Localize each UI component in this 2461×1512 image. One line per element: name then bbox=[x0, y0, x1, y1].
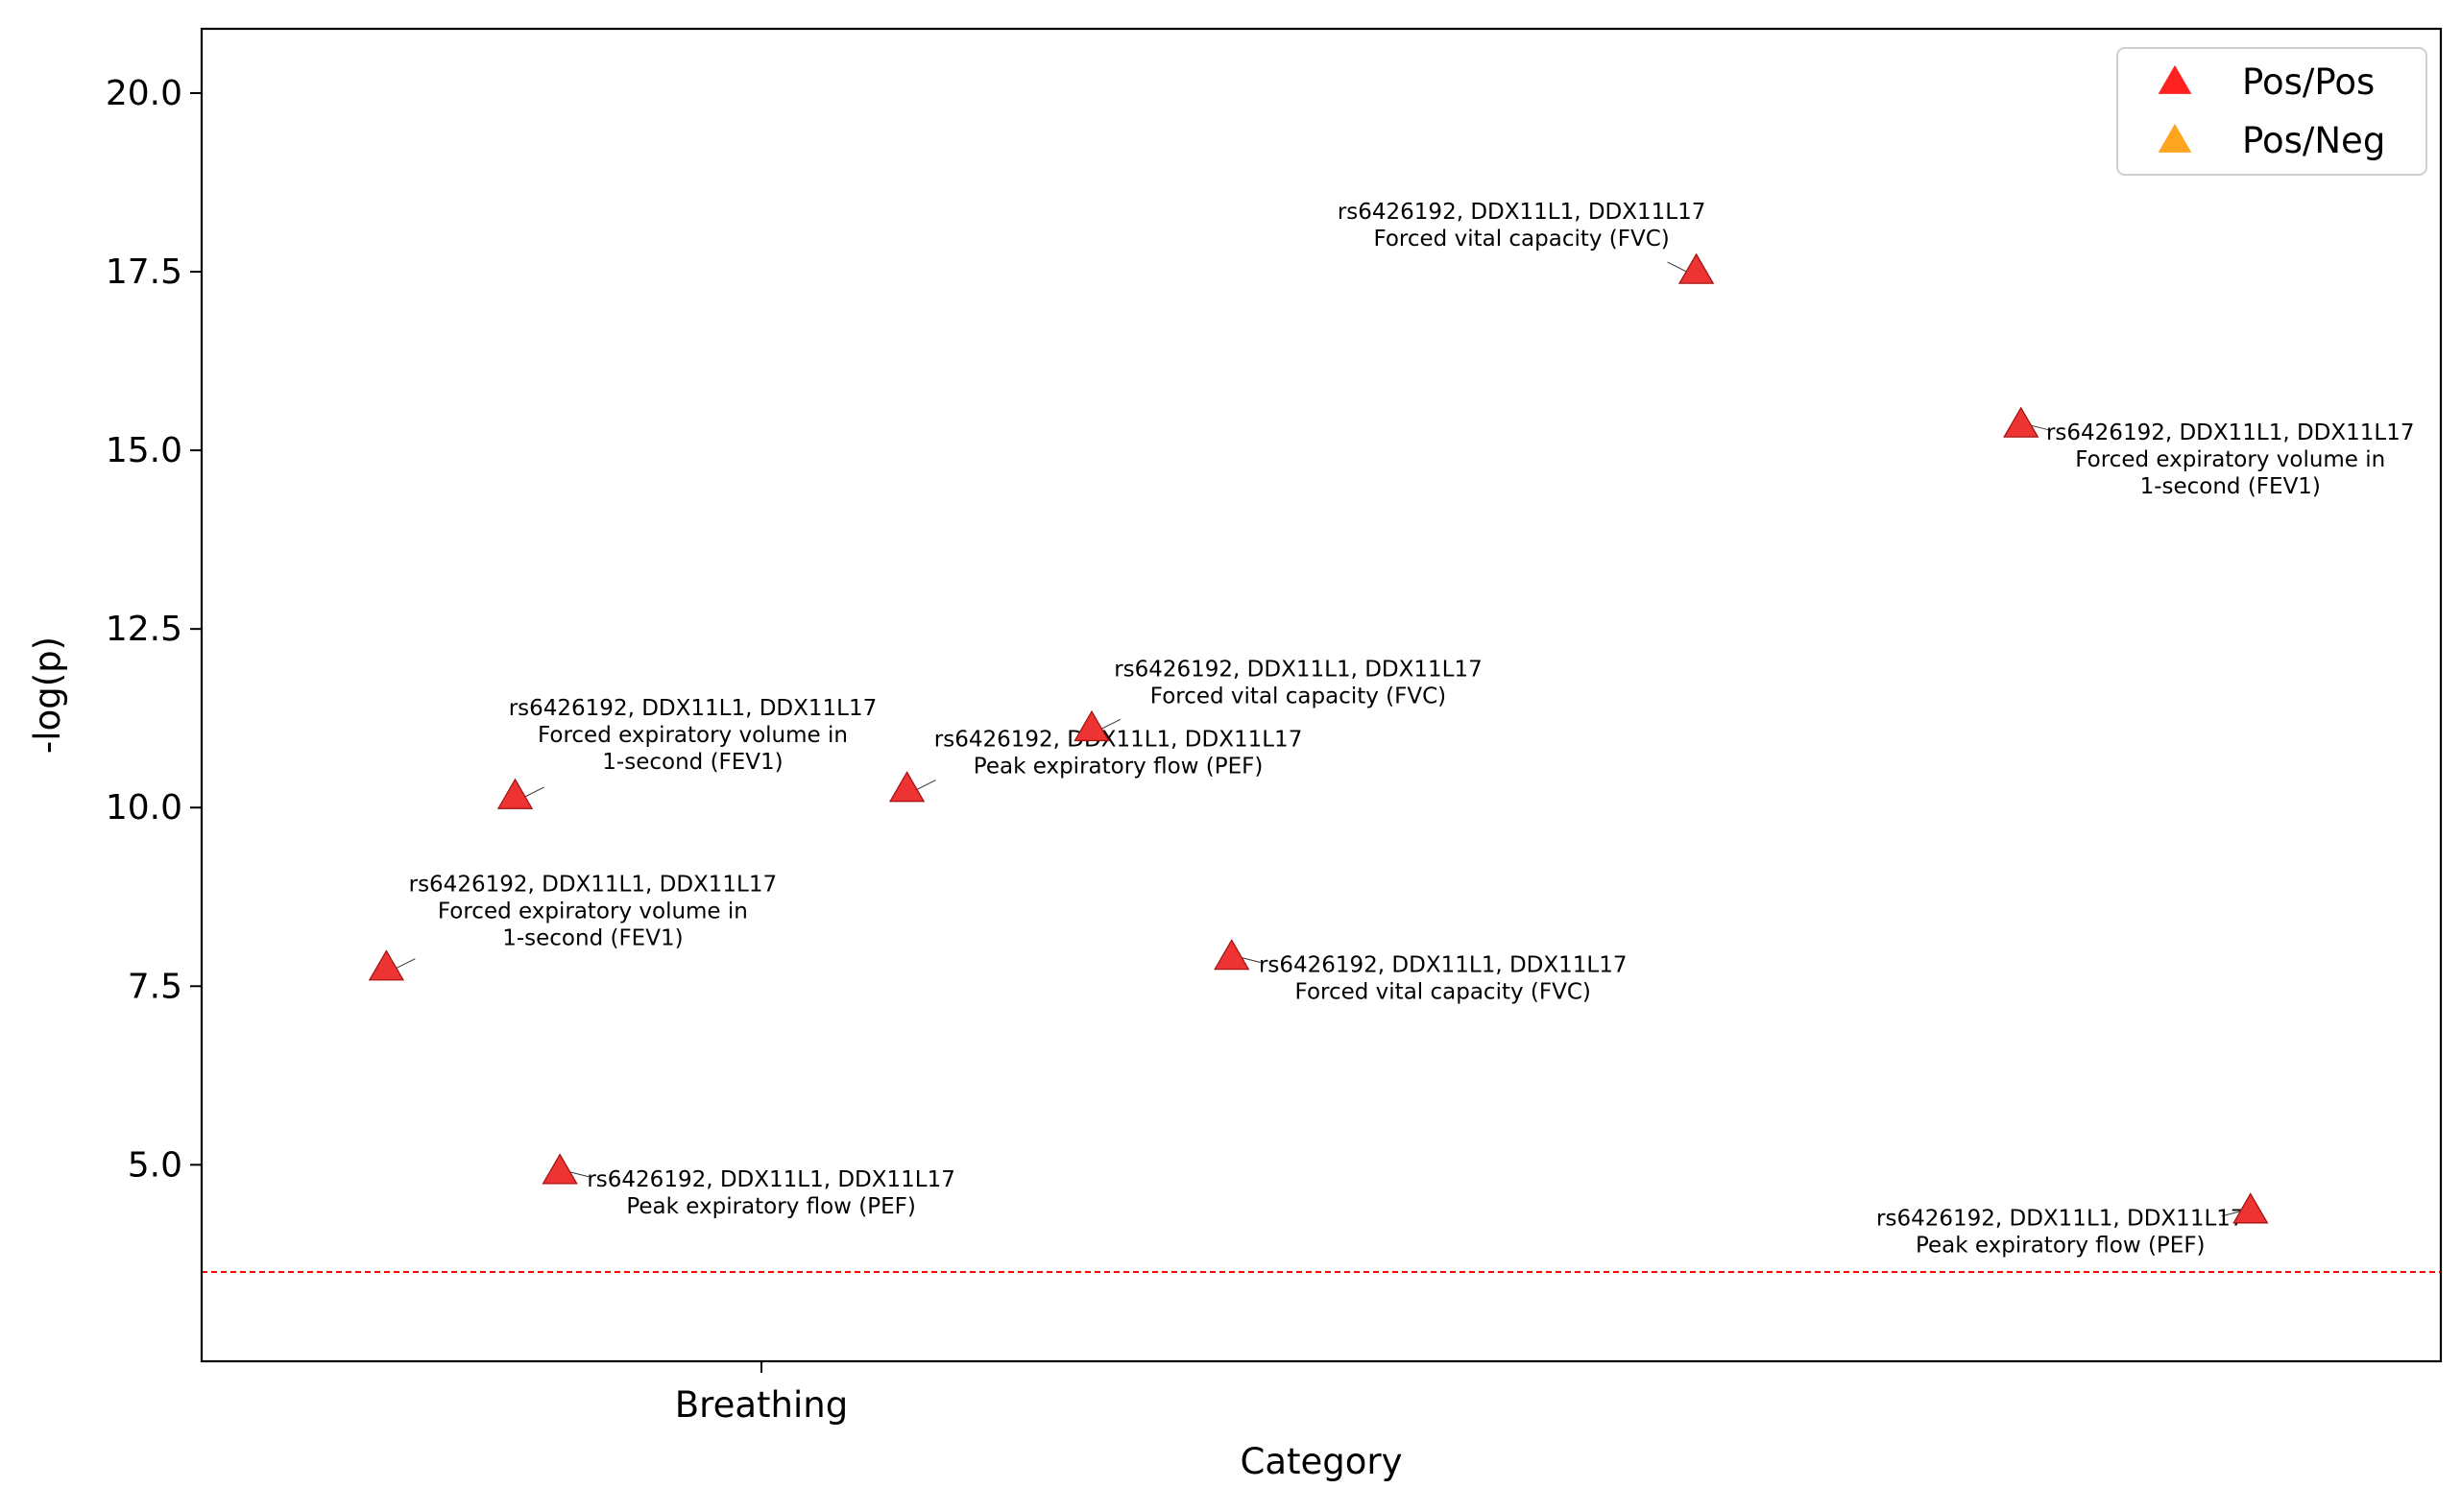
y-tick-label: 5.0 bbox=[128, 1145, 182, 1185]
annotation-connector bbox=[1241, 957, 1261, 963]
data-label: rs6426192, DDX11L1, DDX11L17 bbox=[1114, 657, 1483, 682]
y-axis-label: -log(p) bbox=[27, 636, 68, 754]
data-label: Forced expiratory volume in bbox=[538, 723, 848, 748]
data-point-marker bbox=[2003, 406, 2039, 438]
annotation-connector bbox=[2221, 1211, 2241, 1217]
data-point-marker bbox=[496, 778, 534, 809]
annotation-connector bbox=[524, 786, 544, 798]
data-point-marker bbox=[368, 949, 405, 981]
data-label: rs6426192, DDX11L1, DDX11L17 bbox=[1876, 1207, 2245, 1232]
y-tick-label: 17.5 bbox=[106, 252, 182, 292]
plot-frame bbox=[200, 27, 2443, 1363]
data-label: Forced vital capacity (FVC) bbox=[1295, 980, 1591, 1005]
y-tick-label: 15.0 bbox=[106, 431, 182, 470]
data-point-marker bbox=[1214, 939, 1250, 971]
annotation-connector bbox=[1667, 261, 1687, 273]
data-label: Peak expiratory flow (PEF) bbox=[974, 755, 1264, 780]
legend-marker-icon bbox=[2158, 64, 2192, 94]
data-label: rs6426192, DDX11L1, DDX11L17 bbox=[934, 728, 1303, 753]
annotation-connector bbox=[1100, 718, 1122, 730]
data-point-marker bbox=[1677, 252, 1715, 284]
data-point-marker bbox=[542, 1153, 578, 1185]
data-label: rs6426192, DDX11L1, DDX11L17 bbox=[2046, 420, 2415, 445]
y-tick-label: 10.0 bbox=[106, 788, 182, 828]
y-tick-label: 12.5 bbox=[106, 610, 182, 649]
y-tick-label: 20.0 bbox=[106, 74, 182, 113]
y-tick-label: 7.5 bbox=[128, 967, 182, 1006]
x-tick-label: Breathing bbox=[675, 1384, 848, 1426]
data-label: 1-second (FEV1) bbox=[2140, 474, 2321, 499]
data-label: rs6426192, DDX11L1, DDX11L17 bbox=[409, 873, 778, 898]
data-label: rs6426192, DDX11L1, DDX11L17 bbox=[587, 1167, 955, 1192]
annotation-connector bbox=[2030, 424, 2050, 431]
annotation-connector bbox=[568, 1171, 590, 1178]
data-point-marker bbox=[2232, 1192, 2269, 1224]
legend-box bbox=[2116, 47, 2427, 176]
annotation-connector bbox=[396, 958, 416, 970]
data-label: rs6426192, DDX11L1, DDX11L17 bbox=[1338, 200, 1706, 225]
annotation-connector bbox=[916, 780, 936, 791]
data-point-marker bbox=[1074, 709, 1110, 742]
data-label: Peak expiratory flow (PEF) bbox=[626, 1194, 916, 1219]
data-label: Forced expiratory volume in bbox=[2075, 447, 2385, 472]
legend-marker-icon bbox=[2158, 123, 2192, 153]
legend-label: Pos/Neg bbox=[2242, 120, 2385, 161]
data-label: Forced expiratory volume in bbox=[438, 900, 748, 924]
data-label: rs6426192, DDX11L1, DDX11L17 bbox=[509, 696, 878, 721]
data-label: Peak expiratory flow (PEF) bbox=[1916, 1234, 2206, 1259]
data-label: rs6426192, DDX11L1, DDX11L17 bbox=[1259, 953, 1628, 978]
data-point-marker bbox=[888, 771, 926, 803]
data-label: 1-second (FEV1) bbox=[502, 926, 683, 951]
data-label: Forced vital capacity (FVC) bbox=[1373, 227, 1669, 252]
legend-label: Pos/Pos bbox=[2242, 61, 2375, 103]
data-label: 1-second (FEV1) bbox=[602, 750, 783, 775]
data-label: Forced vital capacity (FVC) bbox=[1150, 684, 1446, 708]
x-axis-label: Category bbox=[1240, 1441, 1402, 1482]
